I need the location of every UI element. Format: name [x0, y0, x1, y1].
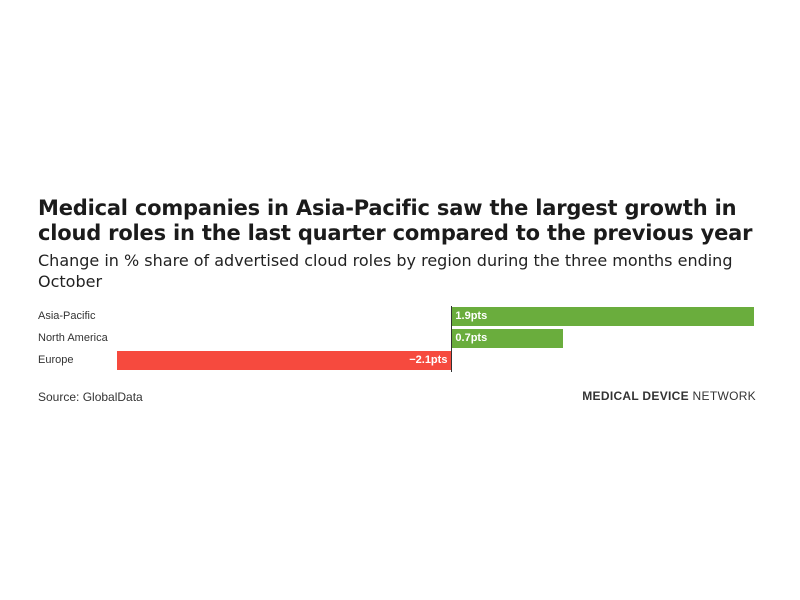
- brand-logo: MEDICAL DEVICE NETWORK: [582, 389, 756, 403]
- chart-card: Medical companies in Asia-Pacific saw th…: [38, 196, 760, 404]
- brand-bold: MEDICAL DEVICE: [582, 389, 689, 403]
- data-label: −2.1pts: [409, 354, 448, 366]
- category-label: Europe: [38, 354, 74, 366]
- bar: [451, 307, 754, 326]
- data-label: 1.9pts: [455, 310, 488, 322]
- zero-axis-line: [450, 306, 452, 372]
- bar-row: North America 0.7pts: [38, 328, 760, 348]
- bar: [451, 329, 563, 348]
- chart-subtitle: Change in % share of advertised cloud ro…: [38, 251, 733, 291]
- brand-regular: NETWORK: [688, 389, 756, 403]
- source-note: Source: GlobalData: [38, 390, 143, 404]
- bar-row: Asia-Pacific 1.9pts: [38, 306, 760, 326]
- chart-title: Medical companies in Asia-Pacific saw th…: [38, 196, 753, 245]
- data-label: 0.7pts: [455, 332, 488, 344]
- bar-chart: Asia-Pacific 1.9pts North America 0.7pts Eur…: [38, 306, 760, 372]
- category-label: Asia-Pacific: [38, 310, 96, 322]
- category-label: North America: [38, 332, 108, 344]
- bar-row: Europe −2.1pts: [38, 350, 760, 370]
- bar: [117, 351, 452, 370]
